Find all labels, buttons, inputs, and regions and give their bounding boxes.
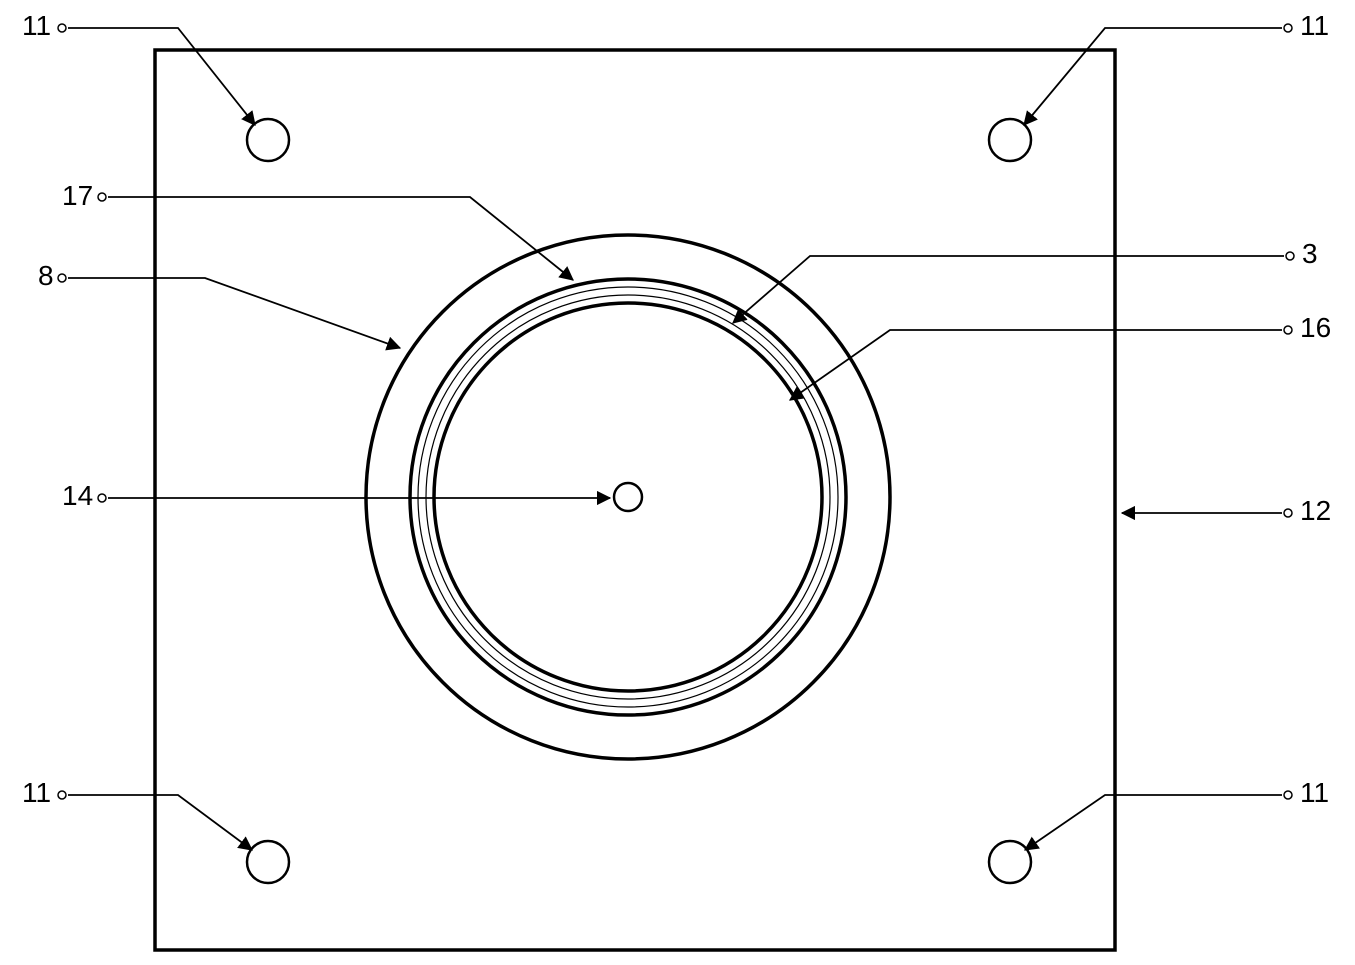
callout-label: 11 xyxy=(22,777,51,808)
callout-label: 14 xyxy=(62,480,93,511)
callout-label: 11 xyxy=(1300,10,1329,41)
callout-label: 3 xyxy=(1302,238,1318,269)
engineering-diagram: 11 11 17 8 3 16 14 12 11 11 xyxy=(0,0,1355,965)
callout-label: 11 xyxy=(1300,777,1329,808)
callout-label: 8 xyxy=(38,260,54,291)
callout-label: 16 xyxy=(1300,312,1331,343)
callout-label: 12 xyxy=(1300,495,1331,526)
callout-label: 11 xyxy=(22,10,51,41)
callout-label: 17 xyxy=(62,180,93,211)
